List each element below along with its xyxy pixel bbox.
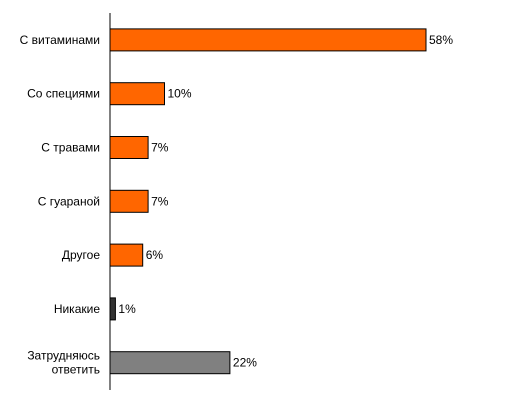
value-label: 10%: [168, 87, 192, 101]
value-label: 58%: [429, 33, 453, 47]
labels-layer: 58% С витаминами 10% Со специями 7% С травами…: [20, 33, 454, 377]
bar: [109, 351, 231, 375]
bar: [109, 297, 116, 321]
category-label: Другое: [62, 248, 100, 262]
category-label: С травами: [41, 141, 100, 155]
bar: [109, 189, 149, 213]
category-label: Никакие: [54, 302, 101, 316]
bar: [109, 28, 427, 52]
bar: [109, 82, 165, 106]
bars-layer: [109, 28, 427, 375]
bar: [109, 136, 149, 159]
category-label: С гуараной: [38, 194, 100, 208]
bar: [109, 243, 144, 267]
value-label: 22%: [233, 356, 257, 370]
category-label: С витаминами: [20, 33, 100, 47]
category-label: Со специями: [27, 87, 100, 101]
category-label: ответить: [52, 363, 100, 377]
value-label: 7%: [151, 194, 169, 208]
value-label: 7%: [151, 141, 169, 155]
category-label: Затрудняюсь: [27, 349, 100, 363]
value-label: 1%: [118, 302, 136, 316]
value-label: 6%: [146, 248, 164, 262]
